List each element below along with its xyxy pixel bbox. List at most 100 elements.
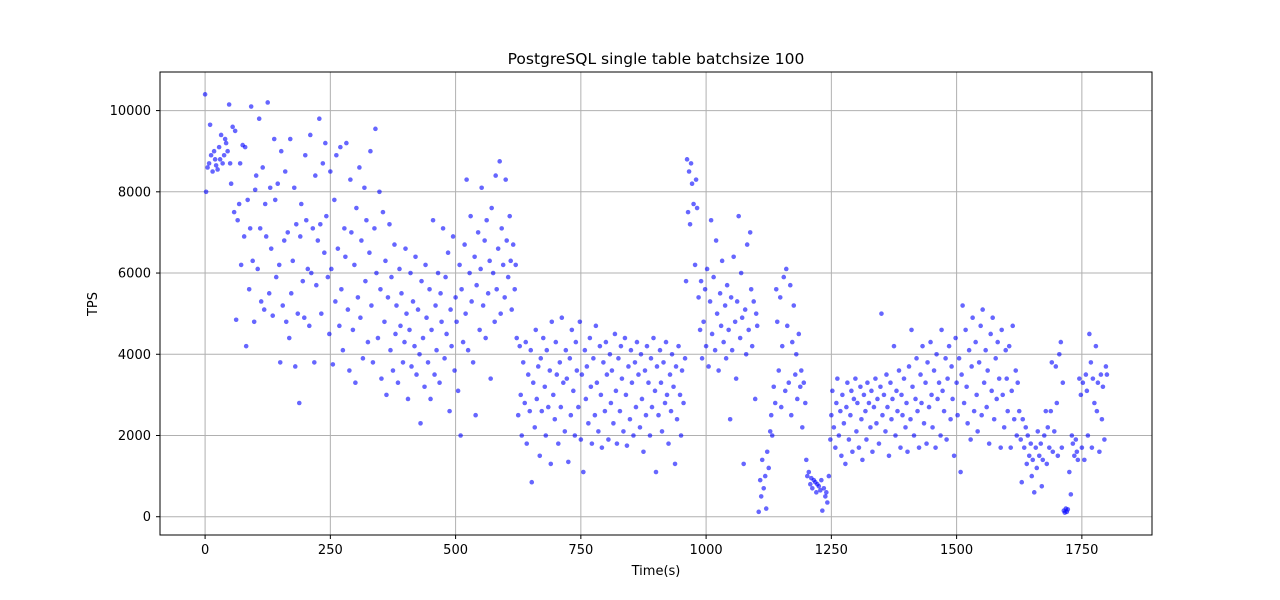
data-point <box>210 169 215 174</box>
data-point <box>390 368 396 373</box>
data-point <box>986 441 992 446</box>
data-point <box>1083 372 1089 377</box>
data-point <box>994 396 999 402</box>
data-point <box>1014 433 1020 438</box>
data-point <box>571 388 576 394</box>
data-point <box>661 360 666 365</box>
data-point <box>677 392 683 398</box>
data-point <box>300 278 306 284</box>
data-point <box>467 270 472 276</box>
data-point <box>599 445 605 450</box>
data-point <box>1097 449 1102 455</box>
data-point <box>804 457 809 463</box>
data-point <box>433 303 438 308</box>
data-point <box>484 217 489 223</box>
data-point <box>879 311 884 316</box>
data-point <box>493 173 498 178</box>
data-point <box>958 469 963 475</box>
data-point <box>233 317 239 323</box>
data-point <box>278 148 284 154</box>
data-point <box>639 396 645 402</box>
data-point <box>685 209 691 215</box>
data-point <box>285 230 291 235</box>
data-point <box>454 319 459 325</box>
data-point <box>667 372 673 377</box>
data-point <box>901 376 907 381</box>
data-point <box>941 408 947 414</box>
data-point <box>1075 457 1081 463</box>
data-point <box>483 335 488 341</box>
data-point <box>1088 360 1094 365</box>
data-point <box>372 226 377 231</box>
data-point <box>550 392 556 398</box>
data-point <box>990 315 995 321</box>
data-point <box>869 388 874 394</box>
data-point <box>1087 331 1092 337</box>
data-point <box>753 311 759 316</box>
data-point <box>918 372 923 377</box>
data-point <box>896 368 902 373</box>
data-point <box>757 477 763 483</box>
data-point <box>633 404 639 410</box>
data-point <box>948 416 953 422</box>
data-point <box>512 286 518 292</box>
data-point <box>519 433 525 438</box>
data-point <box>825 500 830 505</box>
data-point <box>1036 453 1042 459</box>
data-point <box>860 457 865 463</box>
data-point <box>692 262 698 268</box>
data-point <box>296 400 302 406</box>
data-point <box>443 274 448 280</box>
data-point <box>649 404 655 410</box>
data-point <box>1035 429 1041 434</box>
data-point <box>871 404 877 410</box>
data-point <box>495 246 501 251</box>
data-point <box>438 291 443 296</box>
data-point <box>405 396 411 402</box>
data-point <box>954 380 959 385</box>
data-point <box>1025 433 1031 438</box>
data-point <box>638 351 644 357</box>
data-point <box>216 144 222 150</box>
data-point <box>929 392 934 398</box>
data-point <box>208 152 214 158</box>
data-point <box>859 416 864 422</box>
data-point <box>782 388 788 394</box>
data-point <box>557 360 563 365</box>
data-point <box>226 102 232 107</box>
data-point <box>487 258 492 264</box>
data-point <box>335 246 341 251</box>
data-point <box>447 408 452 414</box>
data-point <box>708 217 714 223</box>
data-point <box>928 339 933 345</box>
data-point <box>228 181 234 186</box>
data-point <box>1041 433 1047 438</box>
data-point <box>694 205 700 211</box>
data-point <box>743 351 749 357</box>
data-point <box>686 169 692 174</box>
data-point <box>1024 461 1030 467</box>
data-point <box>370 360 376 365</box>
data-point <box>369 303 374 308</box>
data-point <box>458 433 463 438</box>
data-point <box>507 213 513 219</box>
data-point <box>477 327 482 333</box>
data-point <box>444 331 449 337</box>
data-point <box>561 380 566 385</box>
data-point <box>816 483 822 489</box>
plot-frame <box>159 71 1153 536</box>
data-point <box>248 104 254 109</box>
data-point <box>515 412 521 418</box>
data-point <box>1015 380 1021 385</box>
data-point <box>693 177 699 182</box>
data-point <box>1074 449 1080 455</box>
data-point <box>554 372 560 377</box>
data-point <box>950 396 955 402</box>
data-point <box>573 339 579 345</box>
data-point <box>712 347 718 353</box>
data-point <box>459 286 464 292</box>
data-point <box>883 429 888 434</box>
data-point <box>684 157 690 162</box>
data-point <box>797 384 803 390</box>
data-point <box>434 347 439 353</box>
